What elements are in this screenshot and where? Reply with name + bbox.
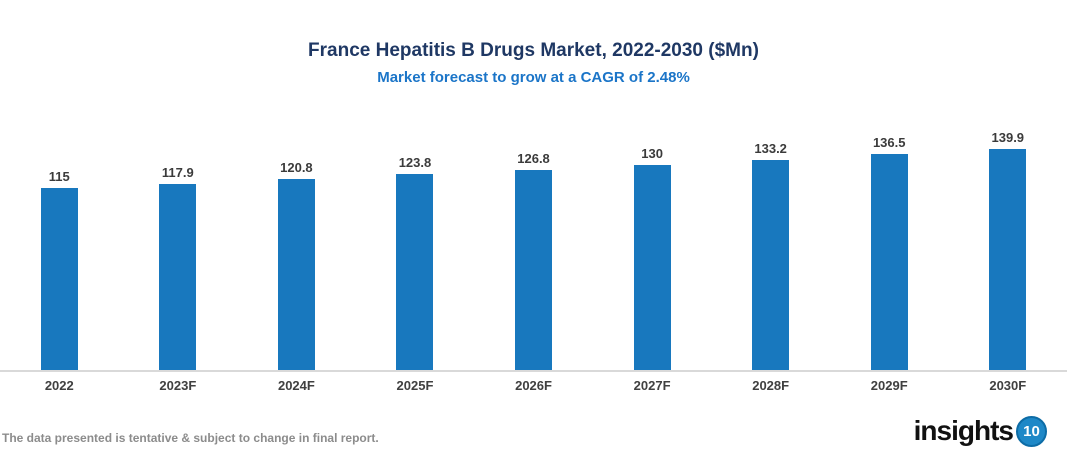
x-tick-label: 2028F [752, 378, 790, 393]
x-tick-label: 2026F [515, 378, 552, 393]
bar-value-label: 130 [641, 146, 663, 161]
bar-column: 136.5 [830, 135, 949, 370]
bar [159, 184, 197, 370]
logo-badge-10: 10 [1016, 415, 1047, 447]
plot: 115 117.9 120.8 123.8 126.8 130 133.2 136.5 139.… [0, 99, 1067, 372]
bar [40, 188, 78, 370]
logo-wordmark: insights [913, 415, 1014, 446]
bar-column: 139.9 [949, 130, 1067, 370]
bar-value-label: 117.9 [161, 165, 194, 180]
bar-column: 115 [0, 169, 119, 370]
x-axis-labels: 2022 2023F 2024F 2025F 2026F 2027F 2028F 2029F 2… [0, 372, 1067, 393]
bar [989, 149, 1027, 370]
x-tick-label: 2025F [396, 378, 434, 393]
bar-value-label: 136.5 [872, 135, 906, 150]
bar-value-label: 115 [48, 169, 70, 184]
x-tick-label: 2029F [870, 378, 908, 393]
x-tick-label: 2023F [159, 378, 197, 393]
bar [277, 179, 315, 370]
chart-subtitle: Market forecast to grow at a CAGR of 2.4… [377, 69, 690, 86]
bar-value-label: 120.8 [280, 160, 313, 175]
bar-column: 117.9 [119, 165, 238, 370]
x-tick-label: 2024F [277, 378, 315, 393]
bar [633, 165, 671, 370]
x-tick-label: 2030F [989, 378, 1027, 393]
bar-value-label: 126.8 [517, 151, 550, 166]
bar-column: 130 [593, 146, 712, 370]
bar-column: 123.8 [356, 155, 475, 370]
footnote: The data presented is tentative & subjec… [2, 431, 379, 445]
bar-column: 126.8 [474, 151, 593, 370]
chart-title: France Hepatitis B Drugs Market, 2022-20… [308, 40, 759, 61]
bar [396, 174, 434, 370]
insights10-logo: insights 10 [914, 415, 1047, 447]
bar-value-label: 133.2 [754, 141, 787, 156]
bar [870, 154, 908, 370]
bar-column: 120.8 [237, 160, 356, 370]
bar [515, 170, 553, 370]
bar-column: 133.2 [711, 141, 830, 370]
x-tick-label: 2027F [633, 378, 671, 393]
bar-value-label: 139.9 [991, 130, 1025, 145]
x-tick-label: 2022 [44, 378, 74, 393]
bar-value-label: 123.8 [398, 155, 432, 170]
bar [752, 160, 790, 370]
